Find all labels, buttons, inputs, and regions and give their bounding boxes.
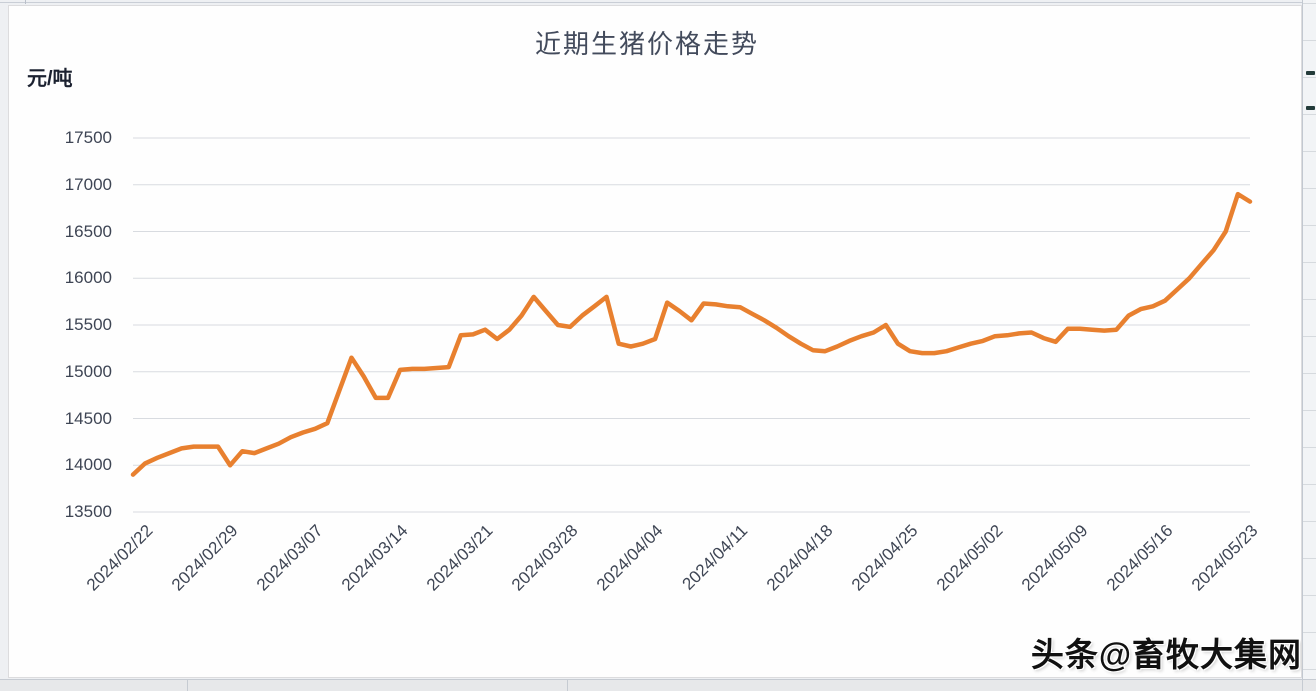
- sheet-column-gridline: [567, 680, 568, 691]
- sheet-bottom-row: [0, 679, 1316, 691]
- sheet-row-gridline: [1303, 225, 1316, 226]
- cell-content-dash: [1306, 106, 1315, 110]
- sheet-row-gridline: [1303, 336, 1316, 337]
- y-tick-label: 16500: [64, 221, 112, 241]
- y-tick-label: 17500: [64, 128, 112, 147]
- sheet-row-gridline: [1303, 484, 1316, 485]
- sheet-row-gridline: [1303, 521, 1316, 522]
- sheet-row-gridline: [1303, 632, 1316, 633]
- sheet-row-gridline: [1303, 595, 1316, 596]
- y-tick-label: 14500: [64, 408, 112, 428]
- sheet-row-gridline: [1303, 151, 1316, 152]
- sheet-row-gridline: [1303, 77, 1316, 78]
- gridlines: [133, 137, 1250, 513]
- sheet-row-gridline: [1303, 262, 1316, 263]
- y-axis-unit-label: 元/吨: [27, 68, 73, 90]
- sheet-column-gridline: [25, 0, 26, 4]
- sheet-row-gridline: [1303, 373, 1316, 374]
- chart-card: [8, 5, 1302, 678]
- sheet-row-gridline: [1303, 669, 1316, 670]
- y-tick-label: 14000: [64, 455, 112, 475]
- sheet-right-column: [1302, 0, 1316, 690]
- sheet-row-gridline: [1303, 299, 1316, 300]
- sheet-row-gridline: [1303, 40, 1316, 41]
- watermark: 头条@畜牧大集网: [1030, 636, 1302, 673]
- sheet-row-gridline: [1303, 3, 1316, 4]
- sheet-row-gridline: [0, 2, 1316, 3]
- y-tick-label: 13500: [64, 502, 112, 521]
- cell-content-dash: [1306, 71, 1315, 75]
- y-tick-label: 17000: [64, 174, 112, 194]
- sheet-column-gridline: [1302, 680, 1303, 691]
- price-line: [130, 191, 1253, 477]
- chart-title: 近期生猪价格走势: [534, 29, 759, 59]
- sheet-row-gridline: [1303, 114, 1316, 115]
- y-tick-label: 16000: [64, 268, 112, 288]
- sheet-row-gridline: [1303, 188, 1316, 189]
- sheet-row-gridline: [1303, 558, 1316, 559]
- sheet-row-gridline: [1303, 447, 1316, 448]
- sheet-row-gridline: [1303, 410, 1316, 411]
- y-tick-label: 15500: [64, 315, 112, 334]
- y-tick-label: 15000: [64, 361, 112, 381]
- sheet-column-gridline: [187, 680, 188, 691]
